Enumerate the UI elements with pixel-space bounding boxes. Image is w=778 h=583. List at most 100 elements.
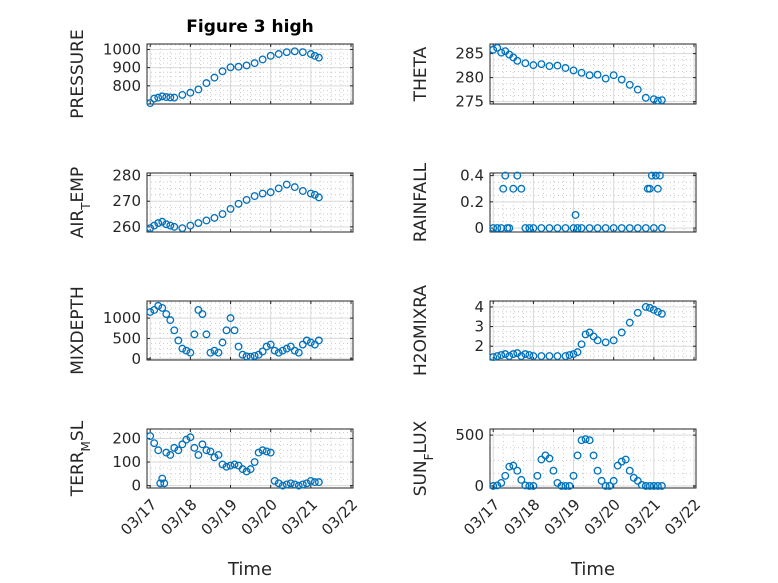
data-point: [657, 309, 666, 318]
data-point: [653, 482, 662, 490]
data-point: [593, 70, 602, 79]
data-point: [585, 436, 594, 445]
data-point: [657, 224, 666, 233]
axes-background: [147, 301, 353, 360]
data-point: [174, 336, 183, 345]
y-axis-label: RAINFALL: [411, 162, 431, 242]
data-point: [553, 352, 562, 361]
data-point: [513, 171, 522, 180]
data-point: [625, 80, 634, 89]
data-point: [537, 352, 546, 361]
data-point: [202, 79, 211, 88]
data-point: [218, 338, 227, 347]
data-point: [493, 352, 502, 361]
data-point: [202, 216, 211, 225]
data-point: [186, 348, 195, 357]
data-point: [617, 457, 626, 466]
data-point: [525, 351, 534, 360]
axes-background: [147, 173, 353, 232]
data-point: [517, 475, 526, 484]
y-tick-label: 280: [455, 69, 484, 87]
data-point: [561, 352, 570, 361]
data-point: [266, 188, 275, 197]
data-point: [202, 330, 211, 339]
data-point: [649, 482, 658, 490]
data-point: [158, 217, 167, 226]
data-point: [633, 476, 642, 485]
data-point: [258, 55, 267, 64]
data-point: [641, 224, 650, 233]
y-tick-label: 0: [131, 350, 141, 368]
subplot-mixdepth: 0 500 1000 MIXDEPTH: [68, 286, 354, 375]
data-point: [166, 221, 175, 230]
y-tick-label: 2: [474, 337, 484, 355]
data-point: [617, 75, 626, 84]
data-point: [571, 211, 580, 219]
data-point: [158, 303, 167, 312]
data-point: [310, 190, 319, 199]
data-point: [645, 303, 654, 312]
data-point: [170, 222, 179, 231]
data-point: [150, 221, 159, 230]
data-point: [146, 432, 155, 441]
data-point: [222, 326, 231, 335]
data-point: [537, 455, 546, 464]
data-point: [314, 193, 323, 202]
axes-background: [490, 173, 696, 232]
data-point: [497, 351, 506, 360]
data-point: [489, 224, 498, 233]
data-point: [258, 446, 267, 455]
data-point: [158, 92, 167, 101]
data-point: [154, 446, 163, 455]
data-point: [302, 336, 311, 345]
data-point: [501, 171, 510, 180]
data-point: [146, 99, 155, 108]
x-tick-label: 03/20: [581, 496, 624, 539]
data-point: [262, 447, 271, 456]
data-point: [569, 350, 578, 359]
data-point: [545, 62, 554, 71]
data-point: [561, 64, 570, 72]
data-point: [645, 184, 654, 193]
data-point: [258, 347, 267, 356]
y-axis-label: AIRTEMP: [68, 167, 93, 238]
data-point: [493, 224, 502, 233]
data-point: [645, 482, 654, 490]
data-point: [230, 460, 239, 469]
data-point: [641, 302, 650, 311]
data-point: [513, 56, 522, 65]
data-point: [186, 221, 195, 230]
data-point: [489, 353, 498, 361]
data-point: [162, 93, 171, 102]
data-point: [198, 440, 207, 449]
data-point: [156, 479, 165, 488]
data-point: [214, 348, 223, 357]
data-point: [641, 93, 650, 102]
data-point: [601, 74, 610, 83]
data-point: [150, 94, 159, 103]
data-point: [621, 455, 630, 464]
x-tick-label: 03/17: [460, 496, 503, 539]
subplot-rainfall: 0 0.2 0.4 RAINFALL: [411, 162, 697, 242]
data-point: [218, 67, 227, 76]
y-tick-label: 0.2: [460, 193, 484, 211]
axes-box: [489, 172, 697, 233]
data-point: [194, 219, 203, 227]
data-point: [545, 224, 554, 233]
data-point: [625, 224, 634, 233]
data-point: [186, 88, 195, 97]
y-tick-label: 260: [112, 218, 141, 236]
data-point: [214, 451, 223, 459]
data-point: [513, 466, 522, 475]
data-point: [517, 184, 526, 193]
data-point: [266, 51, 275, 60]
data-point: [501, 350, 510, 359]
data-point: [242, 467, 251, 476]
data-point: [234, 62, 243, 71]
data-point: [609, 336, 618, 345]
data-point: [581, 330, 590, 339]
data-point: [609, 71, 618, 80]
